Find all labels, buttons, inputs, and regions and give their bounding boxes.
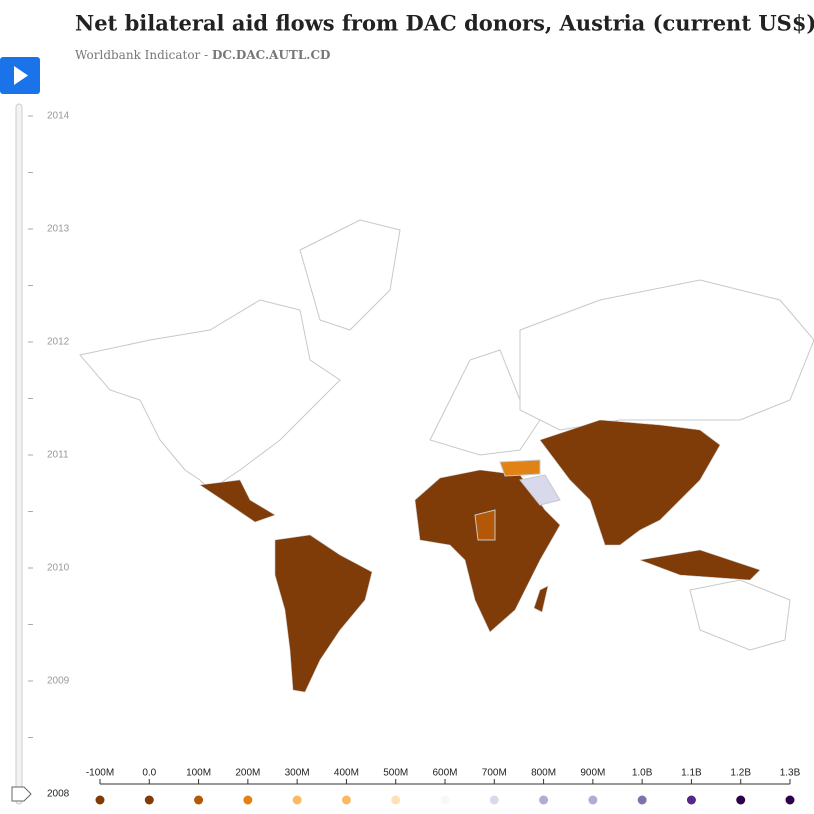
timeline-tick-label: 2010	[47, 563, 70, 574]
legend-tick-label: 400M	[334, 768, 359, 779]
turkey	[499, 459, 541, 477]
legend-tick-label: -100M	[86, 768, 114, 779]
legend-swatch	[637, 795, 647, 805]
play-icon[interactable]	[14, 66, 28, 85]
timeline-tick-label: 2014	[47, 111, 70, 122]
legend-swatch	[440, 795, 450, 805]
legend-tick-label: 1.3B	[780, 768, 801, 779]
asia	[539, 419, 721, 546]
subtitle: Worldbank Indicator - DC.DAC.AUTL.CD	[75, 48, 330, 62]
legend-tick-label: 700M	[482, 768, 507, 779]
madagascar	[533, 585, 549, 613]
timeline-tick-label: 2013	[47, 224, 70, 235]
legend-swatch	[95, 795, 105, 805]
australia	[689, 579, 791, 651]
legend-tick-label: 1.0B	[632, 768, 653, 779]
legend-swatch	[785, 795, 795, 805]
south-america	[274, 534, 373, 693]
chart-title: Net bilateral aid flows from DAC donors,…	[75, 11, 814, 36]
legend-tick-label: 800M	[531, 768, 556, 779]
legend-swatch	[194, 795, 204, 805]
play-button[interactable]	[0, 57, 40, 94]
legend-tick-label: 1.1B	[681, 768, 702, 779]
timeline-track[interactable]	[15, 103, 23, 805]
legend-swatch	[489, 795, 499, 805]
legend-swatch	[588, 795, 598, 805]
timeline-tick-label: 2011	[47, 450, 69, 461]
legend-tick-label: 0.0	[142, 768, 156, 779]
legend-tick-label: 200M	[235, 768, 260, 779]
legend-swatch	[736, 795, 746, 805]
legend-tick-label: 900M	[580, 768, 605, 779]
world-map	[79, 219, 814, 693]
legend-swatch	[292, 795, 302, 805]
indonesia	[638, 549, 761, 581]
chad	[474, 509, 496, 541]
indicator-code: DC.DAC.AUTL.CD	[212, 48, 330, 62]
legend-swatch	[391, 795, 401, 805]
legend-swatch	[144, 795, 154, 805]
mexico	[199, 479, 276, 523]
iraq	[519, 474, 561, 506]
legend-tick-label: 300M	[285, 768, 310, 779]
greenland	[299, 219, 401, 331]
timeline-tick-label: 2012	[47, 337, 70, 348]
legend-swatch	[686, 795, 696, 805]
russia	[519, 279, 814, 431]
legend-swatch	[539, 795, 549, 805]
legend-tick-label: 600M	[432, 768, 457, 779]
legend-tick-label: 100M	[186, 768, 211, 779]
legend-swatch	[243, 795, 253, 805]
subtitle-text: Worldbank Indicator -	[75, 48, 212, 62]
africa	[414, 469, 561, 633]
north-america	[79, 299, 341, 491]
timeline-handle[interactable]	[11, 786, 32, 802]
legend-tick-label: 500M	[383, 768, 408, 779]
timeline-current-year: 2008	[47, 789, 70, 800]
timeline-tick-label: 2009	[47, 676, 70, 687]
legend-swatch	[341, 795, 351, 805]
legend-tick-label: 1.2B	[730, 768, 751, 779]
